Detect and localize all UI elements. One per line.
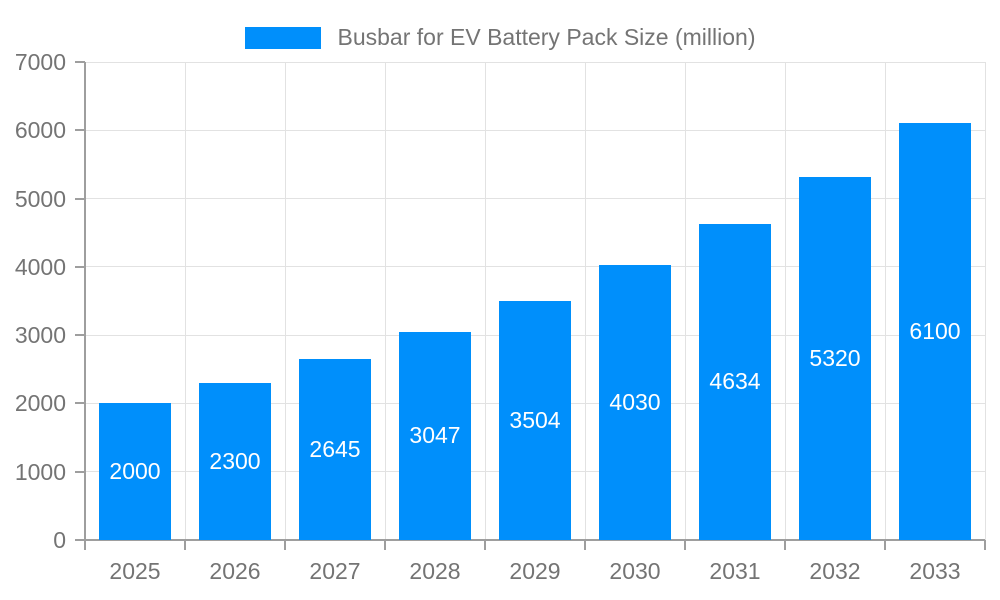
x-tick-8 — [884, 540, 886, 550]
bar-2027-text: 2645 — [309, 436, 361, 463]
y-axis-label-4000: 4000 — [0, 254, 66, 281]
legend-color-swatch — [244, 26, 321, 49]
y-tick-3000 — [75, 334, 85, 337]
y-tick-4000 — [75, 265, 85, 268]
x-axis-label-2030-text: 2030 — [609, 558, 661, 584]
x-tick-9 — [984, 540, 986, 550]
bar-2031-text: 4634 — [709, 368, 761, 395]
x-tick-7 — [784, 540, 786, 550]
y-axis-label-4000-text: 4000 — [14, 253, 66, 280]
y-axis-label-7000: 7000 — [0, 49, 66, 76]
x-axis-label-2030: 2030 — [585, 558, 685, 585]
x-axis-label-2032: 2032 — [785, 558, 885, 585]
x-axis-label-2029: 2029 — [485, 558, 585, 585]
bar-2032[interactable]: 5320 — [799, 176, 871, 540]
v-gridline-8 — [884, 62, 886, 540]
v-gridline-2 — [284, 62, 286, 540]
bar-2029-text: 3504 — [509, 406, 561, 433]
bar-2030[interactable]: 4030 — [599, 264, 671, 540]
x-axis-label-2031-text: 2031 — [709, 558, 761, 584]
h-gridline-5000 — [85, 198, 985, 200]
y-tick-5000 — [75, 197, 85, 200]
y-axis-label-3000-text: 3000 — [14, 322, 66, 349]
bar-2026[interactable]: 2300 — [199, 382, 271, 540]
y-axis-label-1000-text: 1000 — [14, 458, 66, 485]
x-tick-2 — [284, 540, 286, 550]
y-axis-label-2000-text: 2000 — [14, 390, 66, 417]
bar-2025[interactable]: 2000 — [99, 403, 171, 540]
legend-series-label: Busbar for EV Battery Pack Size (million… — [337, 24, 756, 50]
x-tick-5 — [584, 540, 586, 550]
x-axis-label-2025: 2025 — [85, 558, 185, 585]
y-axis-label-6000: 6000 — [0, 117, 66, 144]
y-axis-label-1000: 1000 — [0, 459, 66, 486]
x-tick-1 — [184, 540, 186, 550]
y-axis-label-7000-text: 7000 — [14, 49, 66, 75]
v-gridline-9 — [984, 62, 986, 540]
y-axis-line — [84, 62, 86, 550]
x-axis-label-2025-text: 2025 — [109, 558, 161, 584]
y-axis-label-3000: 3000 — [0, 322, 66, 349]
bar-2030-text: 4030 — [609, 388, 661, 415]
y-axis-label-5000: 5000 — [0, 186, 66, 213]
x-axis-label-2032-text: 2032 — [809, 558, 861, 584]
y-tick-6000 — [75, 129, 85, 132]
bar-2033[interactable]: 6100 — [899, 123, 971, 540]
x-axis-label-2033-text: 2033 — [909, 558, 961, 584]
v-gridline-4 — [484, 62, 486, 540]
x-axis-label-2031: 2031 — [685, 558, 785, 585]
bar-2032-text: 5320 — [809, 344, 861, 371]
v-gridline-7 — [784, 62, 786, 540]
x-axis-label-2026: 2026 — [185, 558, 285, 585]
x-tick-3 — [384, 540, 386, 550]
x-axis-label-2033: 2033 — [885, 558, 985, 585]
bar-2029[interactable]: 3504 — [499, 300, 571, 540]
h-gridline-4000 — [85, 266, 985, 268]
y-axis-label-0-text: 0 — [53, 527, 66, 553]
x-axis-label-2027: 2027 — [285, 558, 385, 585]
y-axis-label-0: 0 — [0, 527, 66, 554]
v-gridline-1 — [184, 62, 186, 540]
bar-2031[interactable]: 4634 — [699, 223, 771, 540]
x-tick-4 — [484, 540, 486, 550]
y-tick-2000 — [75, 402, 85, 405]
bar-2027[interactable]: 2645 — [299, 359, 371, 540]
y-tick-7000 — [75, 61, 85, 63]
bar-2026-text: 2300 — [209, 447, 261, 474]
bar-2033-text: 6100 — [909, 318, 961, 345]
x-axis-label-2028: 2028 — [385, 558, 485, 585]
v-gridline-6 — [684, 62, 686, 540]
y-axis-label-2000: 2000 — [0, 390, 66, 417]
v-gridline-3 — [384, 62, 386, 540]
x-axis-line — [75, 539, 985, 541]
x-axis-label-2028-text: 2028 — [409, 558, 461, 584]
h-gridline-6000 — [85, 129, 985, 131]
chart-legend[interactable]: Busbar for EV Battery Pack Size (million… — [0, 24, 1000, 51]
bar-2028-text: 3047 — [409, 422, 461, 449]
x-tick-6 — [684, 540, 686, 550]
bar-2028[interactable]: 3047 — [399, 331, 471, 540]
y-axis-label-5000-text: 5000 — [14, 185, 66, 212]
x-axis-label-2026-text: 2026 — [209, 558, 261, 584]
x-axis-label-2029-text: 2029 — [509, 558, 561, 584]
y-axis-label-6000-text: 6000 — [14, 117, 66, 144]
x-axis-label-2027-text: 2027 — [309, 558, 361, 584]
v-gridline-5 — [584, 62, 586, 540]
bar-2025-text: 2000 — [109, 458, 161, 485]
h-gridline-7000 — [85, 61, 985, 63]
y-tick-1000 — [75, 470, 85, 473]
